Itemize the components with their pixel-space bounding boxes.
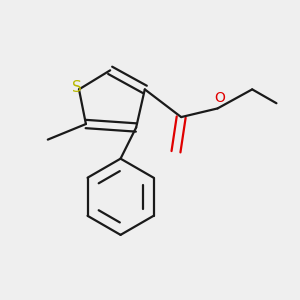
Text: O: O xyxy=(214,91,225,105)
Text: S: S xyxy=(72,80,82,95)
